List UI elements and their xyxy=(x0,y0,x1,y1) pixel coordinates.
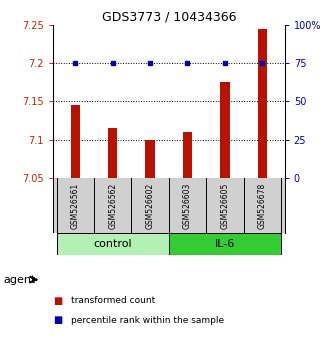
Text: GSM526602: GSM526602 xyxy=(146,183,155,229)
Text: control: control xyxy=(93,239,132,249)
Text: GSM526605: GSM526605 xyxy=(220,183,229,229)
Text: transformed count: transformed count xyxy=(71,296,156,306)
Text: ■: ■ xyxy=(53,296,62,306)
Bar xyxy=(145,140,155,178)
Bar xyxy=(57,233,169,255)
Title: GDS3773 / 10434366: GDS3773 / 10434366 xyxy=(102,11,236,24)
Bar xyxy=(220,82,229,178)
Text: GSM526561: GSM526561 xyxy=(71,183,80,229)
Text: GSM526603: GSM526603 xyxy=(183,183,192,229)
Text: GSM526678: GSM526678 xyxy=(258,183,267,229)
Text: percentile rank within the sample: percentile rank within the sample xyxy=(71,316,224,325)
Text: GSM526562: GSM526562 xyxy=(108,183,117,229)
Bar xyxy=(108,129,118,178)
Text: ■: ■ xyxy=(53,315,62,325)
Bar xyxy=(183,132,192,178)
Bar xyxy=(258,29,267,178)
Bar xyxy=(169,233,281,255)
Text: agent: agent xyxy=(3,275,36,285)
Text: IL-6: IL-6 xyxy=(215,239,235,249)
Bar xyxy=(71,105,80,178)
